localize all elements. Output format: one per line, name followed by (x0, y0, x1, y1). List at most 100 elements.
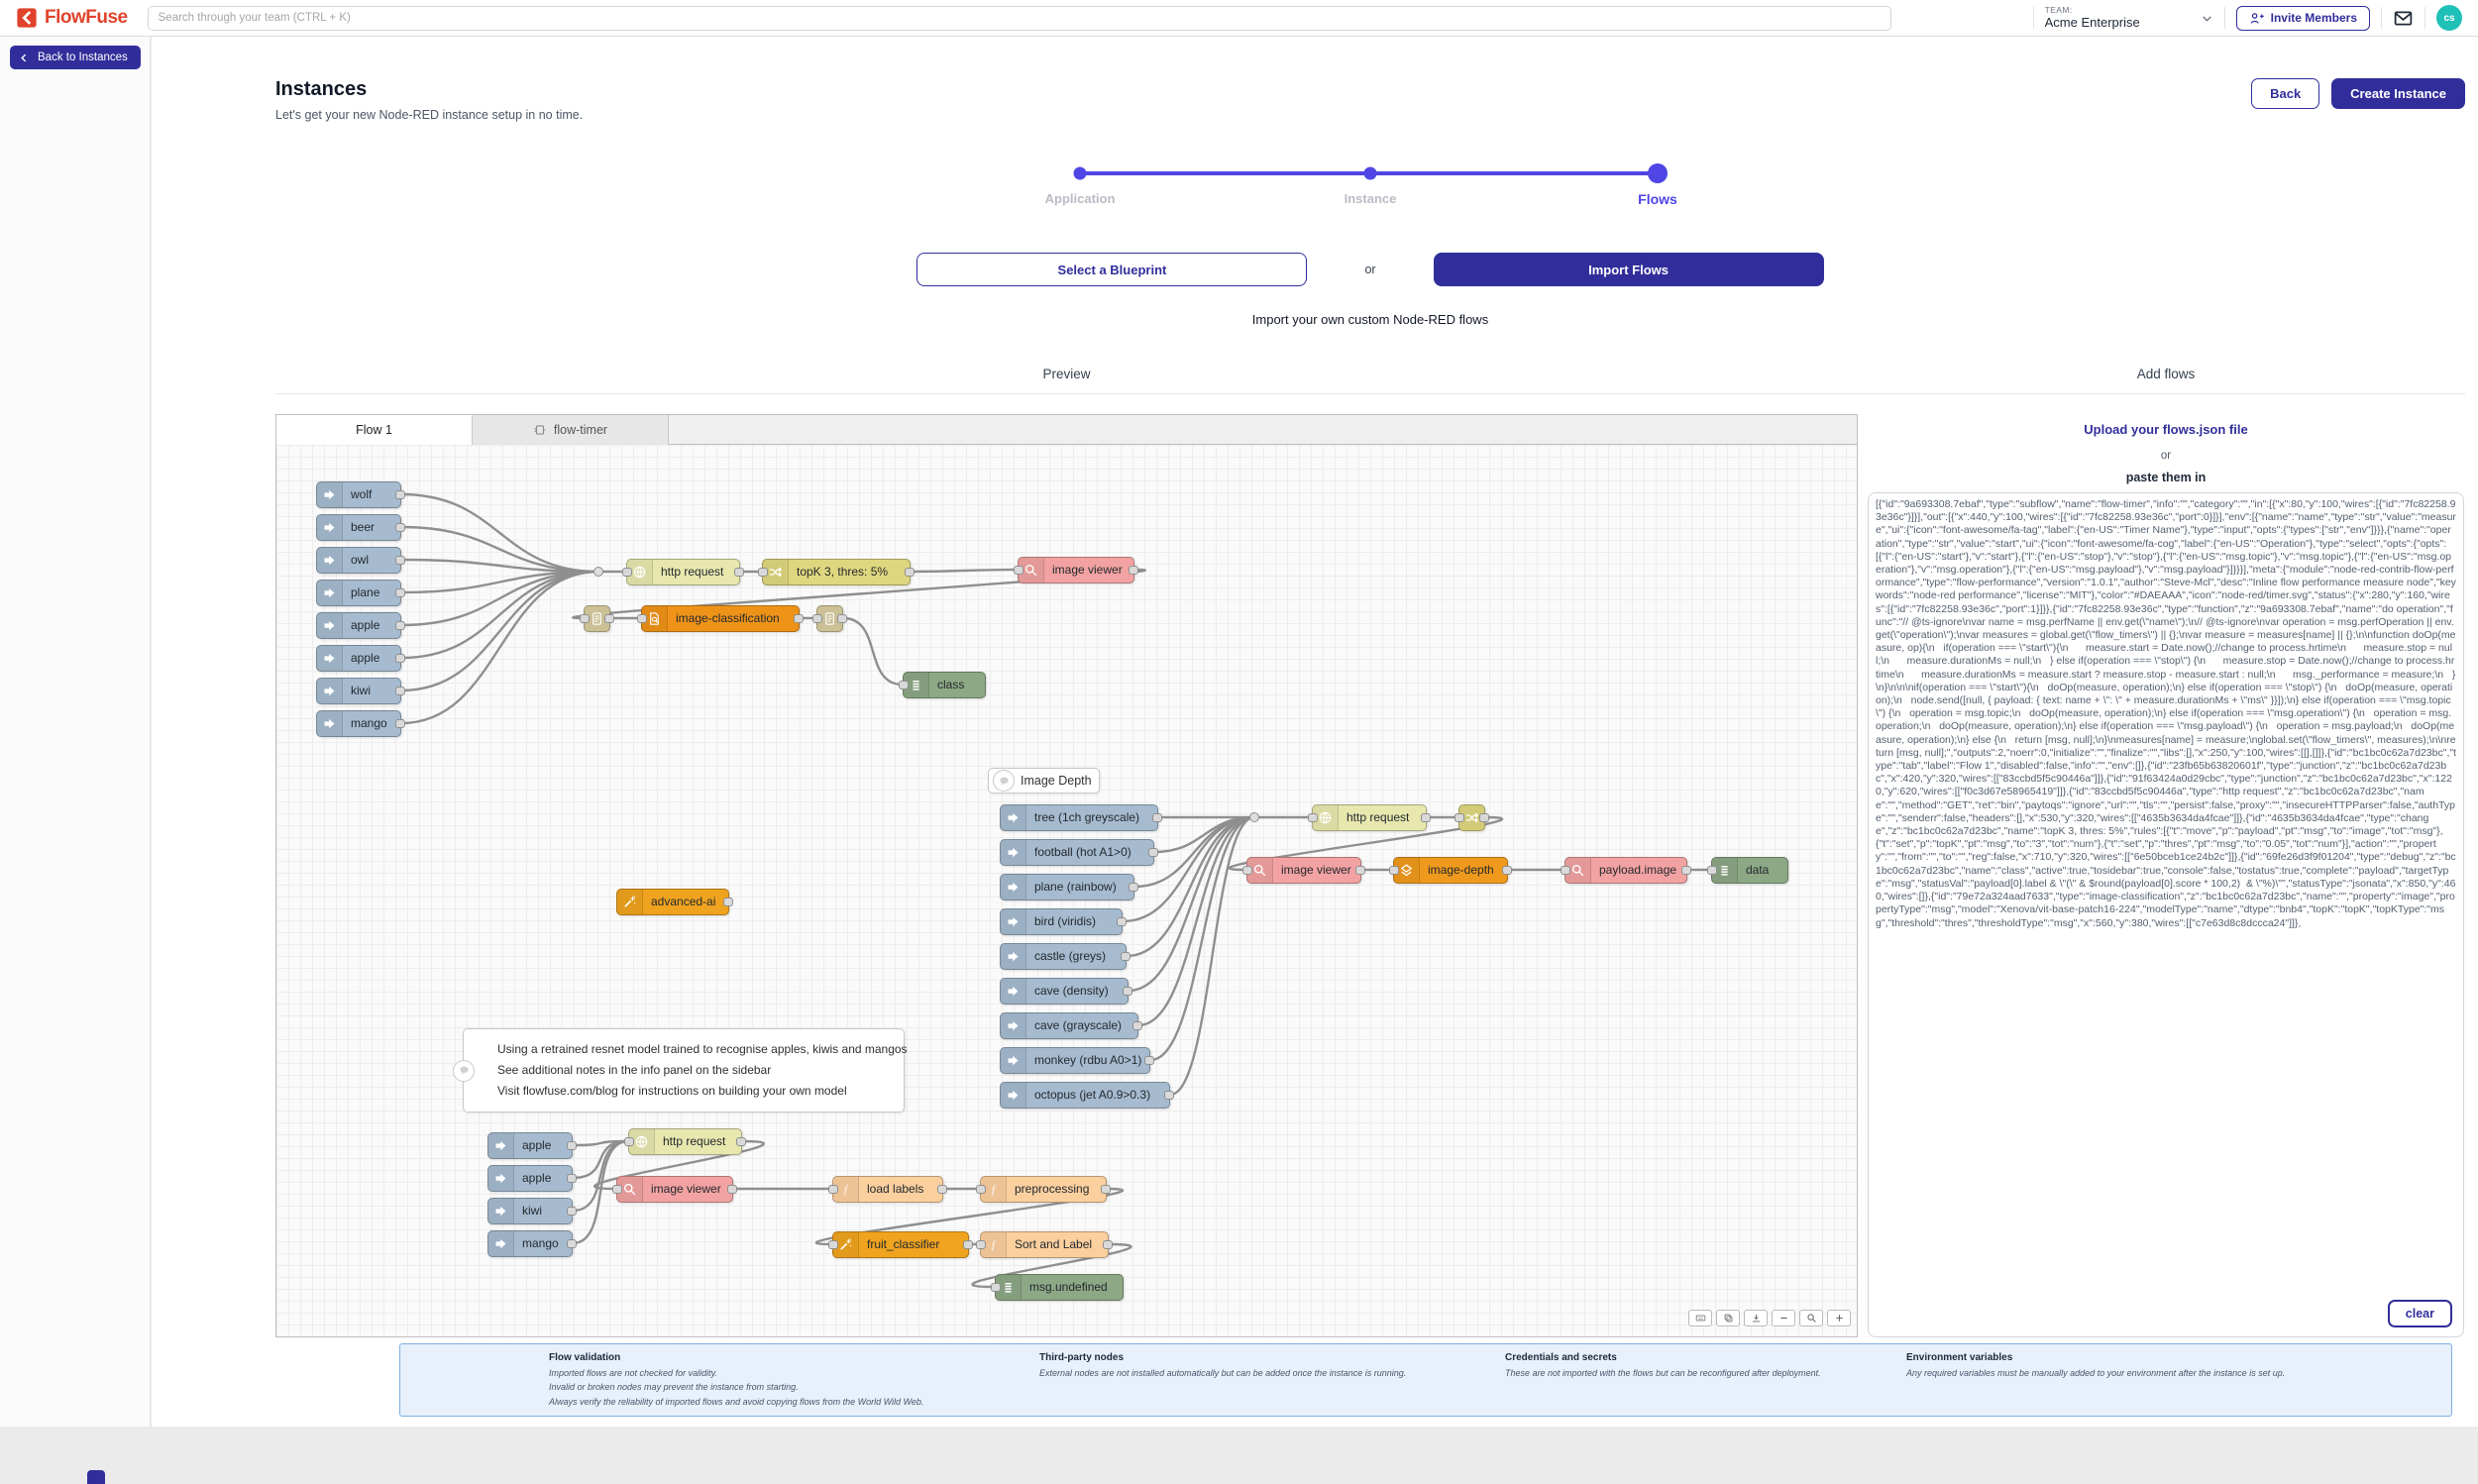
node-output-port[interactable] (1502, 866, 1512, 875)
node-input-port[interactable] (637, 614, 647, 623)
node-input-port[interactable] (1454, 813, 1464, 822)
flow-node-apple[interactable]: apple (316, 645, 405, 672)
flow-node-payload.image[interactable]: payload.image (1561, 857, 1691, 884)
flow-tab-flow-timer[interactable]: flow-timer (473, 415, 669, 445)
flow-node-msg.undefined[interactable]: msg.undefined (991, 1274, 1124, 1301)
flow-comment[interactable]: Image Depth (988, 768, 1100, 794)
flows-json-textarea[interactable] (1868, 492, 2464, 1337)
back-button[interactable]: Back (2251, 78, 2320, 109)
node-output-port[interactable] (1129, 566, 1138, 575)
node-output-port[interactable] (794, 614, 804, 623)
flow-node-owl[interactable]: owl (316, 547, 405, 574)
node-input-port[interactable] (991, 1283, 1001, 1292)
node-input-port[interactable] (580, 614, 590, 623)
node-output-port[interactable] (1121, 952, 1131, 961)
node-output-port[interactable] (1129, 883, 1138, 892)
keyboard-shortcuts-button[interactable] (1688, 1310, 1712, 1326)
node-output-port[interactable] (963, 1240, 973, 1249)
flow-node-image-viewer[interactable]: image viewer (612, 1176, 737, 1203)
node-input-port[interactable] (1242, 866, 1252, 875)
node-output-port[interactable] (1152, 813, 1162, 822)
clear-button[interactable]: clear (2387, 1300, 2452, 1327)
flow-node-kiwi[interactable]: kiwi (487, 1198, 577, 1224)
node-output-port[interactable] (1355, 866, 1365, 875)
flow-node-topk-3-thres-5[interactable]: topK 3, thres: 5% (758, 559, 915, 585)
node-input-port[interactable] (1014, 566, 1024, 575)
flow-node-mango[interactable]: mango (487, 1230, 577, 1257)
zoom-reset-button[interactable] (1799, 1310, 1823, 1326)
flowfuse-logo[interactable]: FlowFuse (16, 7, 128, 29)
flow-node-tree-1ch-greyscale[interactable]: tree (1ch greyscale) (1000, 804, 1162, 831)
node-input-port[interactable] (612, 1185, 622, 1194)
flow-canvas[interactable]: Image Depth Using a retrained resnet mode… (276, 445, 1857, 1336)
node-output-port[interactable] (723, 898, 733, 906)
flow-node-change[interactable] (1454, 804, 1489, 831)
node-input-port[interactable] (758, 568, 768, 577)
team-selector[interactable]: TEAM: Acme Enterprise (2045, 5, 2164, 32)
flow-node-image-depth[interactable]: image-depth (1389, 857, 1512, 884)
copy-flows-button[interactable] (1716, 1310, 1740, 1326)
invite-members-button[interactable]: Invite Members (2235, 5, 2370, 31)
zoom-in-button[interactable] (1827, 1310, 1851, 1326)
node-output-port[interactable] (1123, 987, 1132, 996)
flow-node-apple[interactable]: apple (487, 1132, 577, 1159)
node-output-port[interactable] (604, 614, 614, 623)
flow-node-http-request[interactable]: http request (622, 559, 744, 585)
flow-node-apple[interactable]: apple (316, 612, 405, 639)
flow-node-plane-rainbow[interactable]: plane (rainbow) (1000, 874, 1138, 901)
flow-node-wolf[interactable]: wolf (316, 481, 405, 508)
flow-node-cave-density[interactable]: cave (density) (1000, 978, 1132, 1005)
node-output-port[interactable] (1479, 813, 1489, 822)
flow-node-bird-viridis[interactable]: bird (viridis) (1000, 908, 1127, 935)
node-output-port[interactable] (395, 654, 405, 663)
upload-flows-link[interactable]: Upload your flows.json file (2084, 422, 2248, 437)
node-output-port[interactable] (395, 556, 405, 565)
node-output-port[interactable] (1117, 917, 1127, 926)
flow-node-image-classification[interactable]: image-classification (637, 605, 804, 632)
flow-node-cave-grayscale[interactable]: cave (grayscale) (1000, 1012, 1142, 1039)
back-to-instances-button[interactable]: Back to Instances (10, 46, 141, 69)
node-output-port[interactable] (727, 1185, 737, 1194)
chevron-down-icon[interactable] (2201, 12, 2213, 25)
flow-node-class[interactable]: class (899, 672, 986, 698)
flow-node-advanced-ai[interactable]: advanced-ai (616, 889, 733, 915)
node-input-port[interactable] (1707, 866, 1717, 875)
node-output-port[interactable] (567, 1207, 577, 1216)
node-input-port[interactable] (899, 681, 909, 689)
import-flows-button[interactable]: Import Flows (1433, 253, 1824, 286)
node-input-port[interactable] (828, 1185, 838, 1194)
node-output-port[interactable] (937, 1185, 947, 1194)
flow-node-image-viewer[interactable]: image viewer (1242, 857, 1365, 884)
avatar[interactable]: cs (2436, 5, 2462, 31)
zoom-out-button[interactable] (1772, 1310, 1795, 1326)
flow-node-castle-greys[interactable]: castle (greys) (1000, 943, 1131, 970)
create-instance-button[interactable]: Create Instance (2331, 78, 2465, 109)
node-output-port[interactable] (1103, 1240, 1113, 1249)
flow-node-octopus-jet-a0.9-0.3[interactable]: octopus (jet A0.9>0.3) (1000, 1082, 1174, 1109)
node-output-port[interactable] (395, 490, 405, 499)
node-input-port[interactable] (976, 1185, 986, 1194)
node-output-port[interactable] (1101, 1185, 1111, 1194)
node-output-port[interactable] (1421, 813, 1431, 822)
node-output-port[interactable] (395, 523, 405, 532)
flow-node-preprocessing[interactable]: f preprocessing (976, 1176, 1111, 1203)
node-output-port[interactable] (567, 1141, 577, 1150)
flow-node-fruit-classifier[interactable]: fruit_classifier (828, 1231, 973, 1258)
flow-node-image-viewer[interactable]: image viewer (1014, 557, 1138, 583)
node-input-port[interactable] (976, 1240, 986, 1249)
node-output-port[interactable] (567, 1174, 577, 1183)
node-input-port[interactable] (624, 1137, 634, 1146)
flow-node-apple[interactable]: apple (487, 1165, 577, 1192)
mail-icon[interactable] (2393, 8, 2414, 29)
flow-node-data[interactable]: data (1707, 857, 1788, 884)
node-output-port[interactable] (905, 568, 915, 577)
node-output-port[interactable] (395, 588, 405, 597)
flow-node-sort-and-label[interactable]: f Sort and Label (976, 1231, 1113, 1258)
node-output-port[interactable] (1144, 1056, 1154, 1065)
search-input[interactable] (147, 5, 1891, 31)
select-blueprint-button[interactable]: Select a Blueprint (916, 253, 1308, 286)
node-input-port[interactable] (622, 568, 632, 577)
node-output-port[interactable] (395, 687, 405, 695)
node-input-port[interactable] (1389, 866, 1399, 875)
node-output-port[interactable] (1148, 848, 1158, 857)
